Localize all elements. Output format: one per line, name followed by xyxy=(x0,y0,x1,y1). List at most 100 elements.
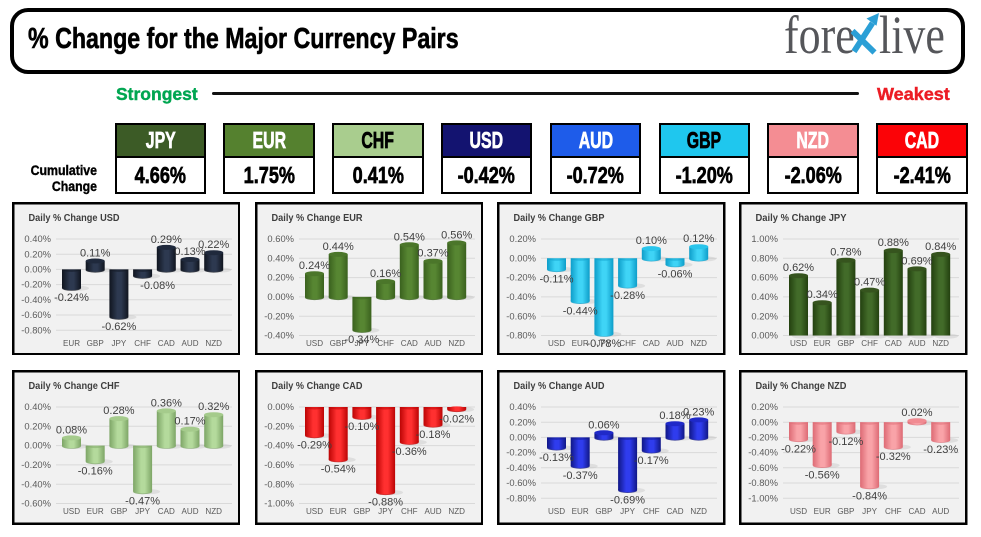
svg-text:Daily % Change CHF: Daily % Change CHF xyxy=(28,379,120,391)
svg-text:Daily % Change CAD: Daily % Change CAD xyxy=(271,379,362,391)
svg-text:-1.00%: -1.00% xyxy=(748,492,778,503)
svg-text:0.40%: 0.40% xyxy=(24,401,51,412)
svg-text:0.02%: 0.02% xyxy=(901,407,932,419)
svg-text:-0.40%: -0.40% xyxy=(264,329,294,340)
svg-text:-0.69%: -0.69% xyxy=(610,494,645,506)
svg-text:EUR: EUR xyxy=(572,507,589,516)
svg-text:0.36%: 0.36% xyxy=(150,397,181,409)
svg-text:CAD: CAD xyxy=(157,339,174,348)
svg-text:-0.23%: -0.23% xyxy=(923,444,958,456)
svg-text:Daily % Change AUD: Daily % Change AUD xyxy=(514,379,605,391)
svg-text:-0.24%: -0.24% xyxy=(54,292,89,304)
svg-text:-0.60%: -0.60% xyxy=(748,461,778,472)
svg-text:CHF: CHF xyxy=(619,339,636,348)
svg-text:GBP: GBP xyxy=(837,507,854,516)
svg-text:0.29%: 0.29% xyxy=(150,233,181,245)
svg-text:-0.20%: -0.20% xyxy=(748,431,778,442)
svg-text:-0.20%: -0.20% xyxy=(21,278,51,289)
svg-text:0.00%: 0.00% xyxy=(267,401,294,412)
svg-text:CAD: CAD xyxy=(666,507,683,516)
svg-text:0.60%: 0.60% xyxy=(267,233,294,244)
svg-text:NZD: NZD xyxy=(932,339,949,348)
svg-text:CAD: CAD xyxy=(908,507,925,516)
svg-text:NZD: NZD xyxy=(690,507,707,516)
svg-text:-0.20%: -0.20% xyxy=(21,459,51,470)
svg-text:EUR: EUR xyxy=(572,339,589,348)
svg-text:-0.28%: -0.28% xyxy=(610,289,645,301)
svg-text:NZD: NZD xyxy=(690,339,707,348)
svg-text:0.40%: 0.40% xyxy=(509,401,536,412)
svg-text:EUR: EUR xyxy=(814,507,831,516)
svg-text:USD: USD xyxy=(305,507,322,516)
svg-text:USD: USD xyxy=(305,339,322,348)
svg-text:-0.36%: -0.36% xyxy=(391,446,426,458)
svg-text:0.40%: 0.40% xyxy=(751,291,778,302)
svg-text:-0.40%: -0.40% xyxy=(21,293,51,304)
svg-text:JPY: JPY xyxy=(354,339,369,348)
svg-text:-0.17%: -0.17% xyxy=(634,454,669,466)
svg-text:EUR: EUR xyxy=(814,339,831,348)
svg-text:-0.40%: -0.40% xyxy=(748,446,778,457)
svg-text:AUD: AUD xyxy=(666,339,683,348)
svg-text:-0.37%: -0.37% xyxy=(563,470,598,482)
svg-text:NZD: NZD xyxy=(205,507,222,516)
svg-text:GBP: GBP xyxy=(86,339,103,348)
svg-text:NZD: NZD xyxy=(205,339,222,348)
svg-text:AUD: AUD xyxy=(908,339,925,348)
svg-text:-0.62%: -0.62% xyxy=(101,321,136,333)
svg-text:-0.80%: -0.80% xyxy=(748,477,778,488)
svg-text:0.20%: 0.20% xyxy=(509,416,536,427)
svg-text:JPY: JPY xyxy=(378,507,393,516)
svg-text:0.78%: 0.78% xyxy=(830,246,861,258)
svg-text:GBP: GBP xyxy=(329,339,346,348)
svg-text:0.06%: 0.06% xyxy=(588,419,619,431)
svg-text:CHF: CHF xyxy=(861,339,878,348)
svg-text:0.47%: 0.47% xyxy=(854,276,885,288)
svg-text:-0.80%: -0.80% xyxy=(264,478,294,489)
svg-text:0.40%: 0.40% xyxy=(267,252,294,263)
svg-text:0.22%: 0.22% xyxy=(198,239,229,251)
svg-text:USD: USD xyxy=(548,339,565,348)
svg-text:-0.18%: -0.18% xyxy=(415,428,450,440)
svg-text:CHF: CHF xyxy=(134,339,151,348)
svg-text:-0.60%: -0.60% xyxy=(21,309,51,320)
svg-text:-0.34%: -0.34% xyxy=(344,334,379,346)
svg-text:GBP: GBP xyxy=(353,507,370,516)
svg-text:USD: USD xyxy=(790,339,807,348)
svg-text:0.00%: 0.00% xyxy=(24,263,51,274)
svg-text:CHF: CHF xyxy=(885,507,902,516)
svg-text:CAD: CAD xyxy=(643,339,660,348)
svg-text:EUR: EUR xyxy=(86,507,103,516)
svg-text:-0.10%: -0.10% xyxy=(344,421,379,433)
svg-text:0.18%: 0.18% xyxy=(659,410,690,422)
svg-text:0.32%: 0.32% xyxy=(198,401,229,413)
svg-text:Daily % Change EUR: Daily % Change EUR xyxy=(271,211,362,223)
svg-text:0.00%: 0.00% xyxy=(509,252,536,263)
svg-text:-0.40%: -0.40% xyxy=(21,478,51,489)
svg-text:0.62%: 0.62% xyxy=(783,262,814,274)
svg-text:0.10%: 0.10% xyxy=(636,235,667,247)
svg-text:-0.80%: -0.80% xyxy=(506,329,536,340)
svg-text:Daily % Change GBP: Daily % Change GBP xyxy=(514,211,605,223)
svg-text:GBP: GBP xyxy=(110,507,127,516)
svg-text:-0.44%: -0.44% xyxy=(563,305,598,317)
svg-text:-0.29%: -0.29% xyxy=(297,439,332,451)
svg-text:0.80%: 0.80% xyxy=(751,252,778,263)
svg-text:-0.60%: -0.60% xyxy=(506,310,536,321)
svg-text:AUD: AUD xyxy=(181,507,198,516)
svg-text:-1.00%: -1.00% xyxy=(264,497,294,508)
svg-text:0.20%: 0.20% xyxy=(509,233,536,244)
svg-text:JPY: JPY xyxy=(862,507,877,516)
svg-text:-0.40%: -0.40% xyxy=(506,291,536,302)
svg-text:GBP: GBP xyxy=(837,339,854,348)
svg-text:USD: USD xyxy=(62,507,79,516)
svg-text:EUR: EUR xyxy=(329,507,346,516)
svg-text:CHF: CHF xyxy=(377,339,394,348)
svg-text:CHF: CHF xyxy=(400,507,417,516)
svg-text:USD: USD xyxy=(790,507,807,516)
svg-text:AUD: AUD xyxy=(424,507,441,516)
svg-text:-0.88%: -0.88% xyxy=(368,496,403,508)
svg-text:CAD: CAD xyxy=(157,507,174,516)
svg-text:EUR: EUR xyxy=(62,339,79,348)
svg-text:0.20%: 0.20% xyxy=(24,248,51,259)
